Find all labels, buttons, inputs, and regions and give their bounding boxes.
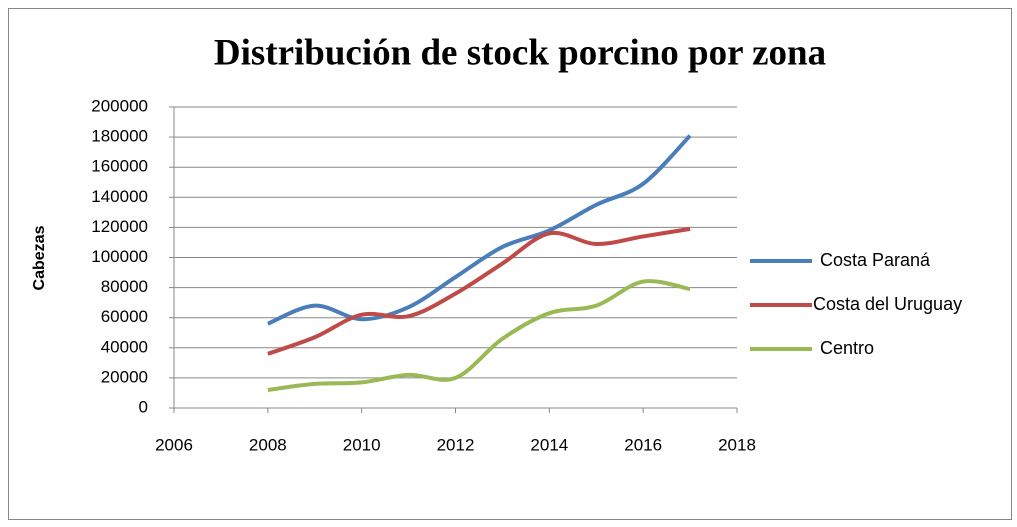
- x-tick-label: 2006: [155, 435, 193, 454]
- y-tick-label: 60000: [101, 307, 148, 326]
- x-tick-label: 2014: [530, 435, 568, 454]
- y-tick-label: 80000: [101, 277, 148, 296]
- legend-label: Costa Paraná: [820, 250, 931, 270]
- x-tick-label: 2010: [343, 435, 381, 454]
- y-tick-label: 140000: [91, 187, 148, 206]
- x-tick-label: 2012: [437, 435, 475, 454]
- y-tick-label: 120000: [91, 217, 148, 236]
- y-tick-label: 40000: [101, 337, 148, 356]
- y-tick-label: 0: [139, 397, 148, 416]
- chart-title: Distribución de stock porcino por zona: [214, 32, 826, 73]
- chart-border: [8, 8, 1012, 520]
- legend-label: Costa del Uruguay: [813, 294, 962, 314]
- x-tick-label: 2018: [718, 435, 756, 454]
- series-line: [267, 134, 692, 326]
- y-tick-label: 20000: [101, 367, 148, 386]
- y-axis-label: Cabezas: [31, 225, 48, 290]
- series-line: [267, 226, 691, 356]
- series-line: [267, 279, 691, 392]
- x-tick-label: 2008: [249, 435, 287, 454]
- y-tick-label: 100000: [91, 247, 148, 266]
- legend-label: Centro: [820, 338, 874, 358]
- y-tick-label: 180000: [91, 127, 148, 146]
- y-tick-label: 200000: [91, 96, 148, 115]
- y-tick-label: 160000: [91, 157, 148, 176]
- x-tick-label: 2016: [624, 435, 662, 454]
